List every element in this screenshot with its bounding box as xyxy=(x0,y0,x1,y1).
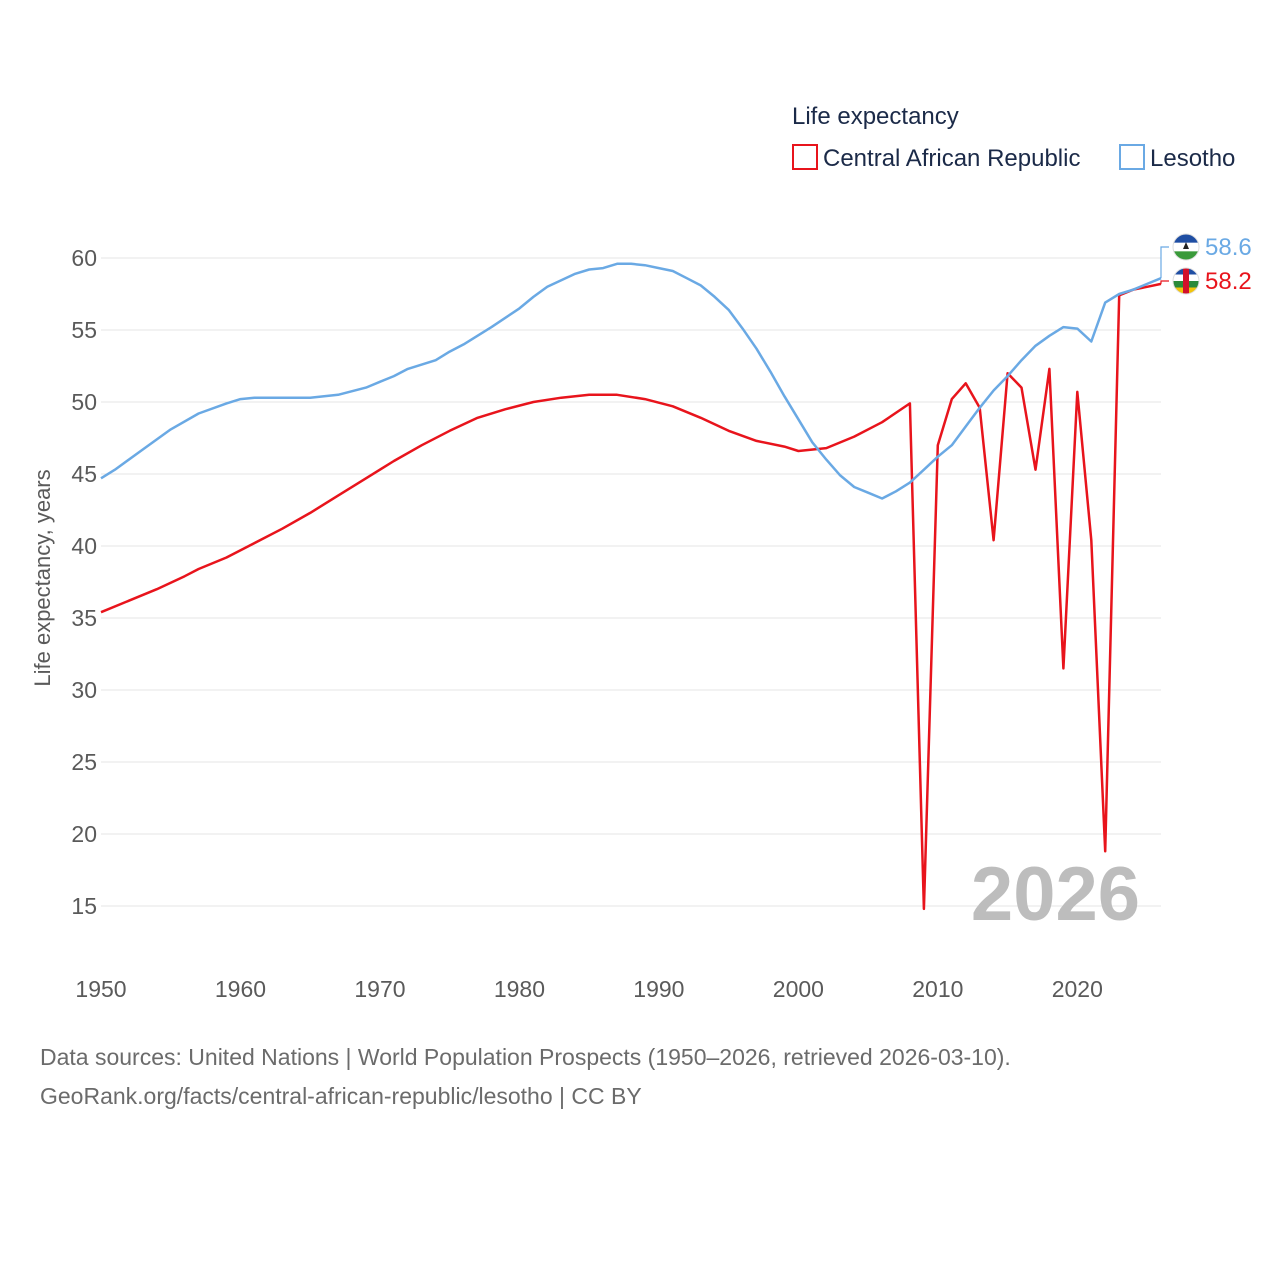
legend-swatch xyxy=(1119,144,1145,170)
x-tick-label-1980: 1980 xyxy=(494,976,545,1002)
legend-title: Life expectancy xyxy=(792,103,959,130)
source-line-1: Data sources: United Nations | World Pop… xyxy=(40,1044,1011,1070)
x-tick-label-1970: 1970 xyxy=(354,976,405,1002)
y-tick-label-60: 60 xyxy=(71,245,97,271)
y-tick-label-55: 55 xyxy=(71,317,97,343)
x-tick-label-2020: 2020 xyxy=(1052,976,1103,1002)
legend-label: Central African Republic xyxy=(823,145,1080,172)
flag-lesotho-icon xyxy=(1172,233,1200,261)
y-axis-ticks: 15 20 25 30 35 40 45 50 55 60 xyxy=(71,245,97,919)
x-tick-label-1950: 1950 xyxy=(75,976,126,1002)
x-axis-ticks: 1950 1960 1970 1980 1990 2000 2010 2020 xyxy=(75,976,1102,1002)
x-tick-label-1990: 1990 xyxy=(633,976,684,1002)
x-tick-label-2000: 2000 xyxy=(773,976,824,1002)
legend-item-lesotho[interactable]: Lesotho xyxy=(1119,144,1235,172)
end-value-label: 58.2 xyxy=(1205,268,1252,295)
legend-swatch xyxy=(792,144,818,170)
x-tick-label-1960: 1960 xyxy=(215,976,266,1002)
legend-item-central-african-republic[interactable]: Central African Republic xyxy=(792,144,1080,172)
y-axis-label: Life expectancy, years xyxy=(30,469,55,686)
y-tick-label-40: 40 xyxy=(71,533,97,559)
y-tick-label-25: 25 xyxy=(71,749,97,775)
y-tick-label-15: 15 xyxy=(71,893,97,919)
flag-central-african-republic-icon xyxy=(1172,267,1200,295)
end-connector xyxy=(1160,246,1169,279)
series-line-lesotho[interactable] xyxy=(100,262,1162,500)
source-line-2[interactable]: GeoRank.org/facts/central-african-republ… xyxy=(40,1083,642,1109)
y-tick-label-50: 50 xyxy=(71,389,97,415)
end-connector xyxy=(1160,280,1169,284)
y-tick-label-45: 45 xyxy=(71,461,97,487)
legend-label: Lesotho xyxy=(1150,145,1235,172)
y-tick-label-35: 35 xyxy=(71,605,97,631)
year-watermark: 2026 xyxy=(971,852,1140,937)
series-group xyxy=(100,262,1162,911)
end-labels: 58.2 58.6 xyxy=(1160,233,1252,295)
y-tick-label-30: 30 xyxy=(71,677,97,703)
y-tick-label-20: 20 xyxy=(71,821,97,847)
grid-lines xyxy=(101,257,1161,907)
x-tick-label-2010: 2010 xyxy=(912,976,963,1002)
end-value-label: 58.6 xyxy=(1205,234,1252,261)
series-line-central-african-republic[interactable] xyxy=(100,282,1162,911)
